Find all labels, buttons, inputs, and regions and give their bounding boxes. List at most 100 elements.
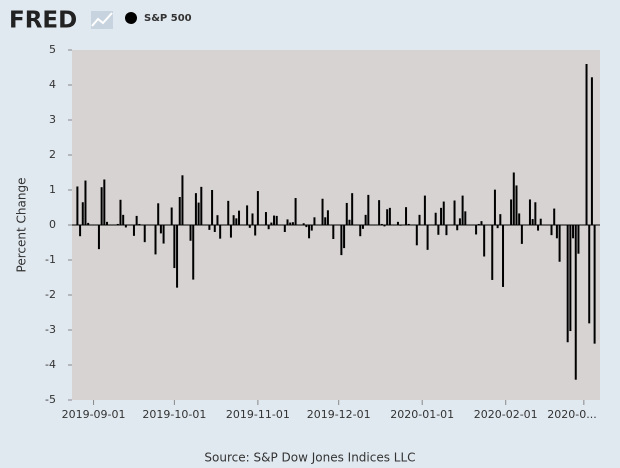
- bar: [229, 225, 232, 238]
- bar: [103, 179, 106, 225]
- bar: [458, 218, 461, 225]
- bar: [76, 186, 79, 225]
- bar: [367, 194, 370, 225]
- bar: [294, 198, 297, 225]
- y-tick-label: -4: [45, 358, 56, 371]
- bar: [178, 197, 181, 225]
- bar: [574, 225, 577, 380]
- y-tick-label: -2: [45, 288, 56, 301]
- bar: [364, 214, 367, 225]
- bar: [445, 225, 448, 236]
- legend-marker: [125, 12, 137, 24]
- bar: [270, 222, 273, 225]
- y-tick-label: -5: [45, 393, 56, 406]
- bar: [162, 225, 165, 244]
- bar: [238, 210, 241, 225]
- bar: [248, 225, 251, 228]
- bar: [232, 215, 235, 225]
- bar: [440, 207, 443, 225]
- bar: [510, 199, 513, 225]
- x-tick-label: 2020-0...: [547, 408, 596, 421]
- bar: [176, 225, 179, 288]
- bar: [496, 225, 499, 229]
- bar: [219, 225, 222, 239]
- bar: [235, 218, 238, 225]
- legend-label: S&P 500: [144, 13, 192, 24]
- bar: [493, 189, 496, 225]
- bar: [289, 222, 292, 225]
- bar: [534, 202, 537, 225]
- bar: [246, 205, 249, 225]
- bar: [308, 225, 311, 239]
- bar: [157, 203, 160, 225]
- bar: [345, 202, 348, 225]
- x-tick-label: 2020-01-01: [390, 408, 454, 421]
- bar: [502, 225, 505, 287]
- bar: [340, 225, 343, 256]
- y-tick-label: -3: [45, 323, 56, 336]
- bar: [87, 222, 90, 225]
- bar: [97, 225, 100, 250]
- bar: [442, 201, 445, 225]
- bar: [415, 225, 418, 246]
- bar: [208, 225, 211, 230]
- bar: [135, 215, 138, 225]
- bar: [321, 198, 324, 225]
- bar: [520, 225, 523, 244]
- bar: [286, 219, 289, 225]
- bar: [388, 207, 391, 225]
- bar: [138, 223, 141, 225]
- bar: [348, 219, 351, 225]
- bar: [213, 225, 216, 232]
- bar: [477, 223, 480, 225]
- bar: [555, 225, 558, 239]
- x-tick-label: 2020-02-01: [474, 408, 538, 421]
- y-tick-label: 5: [49, 43, 56, 56]
- bar: [119, 199, 122, 225]
- bar: [216, 215, 219, 225]
- bar: [539, 218, 542, 225]
- bar: [173, 225, 176, 269]
- bar: [383, 225, 386, 227]
- bar: [275, 215, 278, 225]
- bar: [159, 225, 162, 234]
- bar: [553, 208, 556, 225]
- bar: [200, 186, 203, 225]
- bar: [483, 225, 486, 257]
- bar: [531, 219, 534, 225]
- bar: [437, 225, 440, 235]
- bar: [518, 213, 521, 225]
- bar: [480, 221, 483, 225]
- bar: [227, 200, 230, 225]
- bar: [453, 200, 456, 225]
- x-tick-label: 2019-09-01: [62, 408, 126, 421]
- bar: [84, 180, 87, 225]
- bar: [81, 202, 84, 225]
- bar: [378, 200, 381, 225]
- bar: [456, 225, 459, 231]
- bar: [189, 225, 192, 241]
- y-tick-label: 0: [49, 218, 56, 231]
- bar: [361, 225, 364, 229]
- bar: [313, 217, 316, 225]
- bar: [434, 212, 437, 225]
- bar: [181, 175, 184, 225]
- bar: [593, 225, 596, 344]
- bar: [499, 214, 502, 225]
- bar: [475, 225, 478, 235]
- bar: [324, 217, 327, 225]
- bar: [515, 185, 518, 225]
- y-tick-label: 1: [49, 183, 56, 196]
- bar: [550, 225, 553, 236]
- bar: [426, 225, 429, 250]
- x-tick-label: 2019-11-01: [226, 408, 290, 421]
- bar: [569, 225, 572, 332]
- bar: [291, 222, 294, 225]
- bar: [572, 225, 575, 239]
- bar: [143, 225, 146, 243]
- source: Source: S&P Dow Jones Indices LLC: [204, 451, 415, 465]
- bar: [197, 202, 200, 225]
- bar: [194, 193, 197, 225]
